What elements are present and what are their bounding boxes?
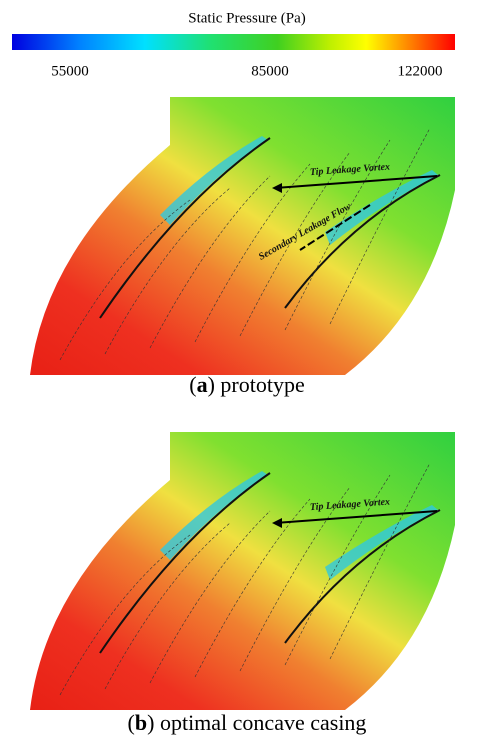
contour-line: [104, 187, 231, 355]
blade: [284, 509, 441, 644]
contour-line: [329, 462, 431, 660]
arrow-head: [272, 518, 282, 528]
blade: [99, 472, 271, 654]
arrow-head: [272, 183, 282, 193]
colorbar-title: Static Pressure (Pa): [188, 10, 305, 26]
colorbar-tick-label: 55000: [51, 63, 89, 79]
contour-panel: Tip Leakage Vortex(b) optimal concave ca…: [30, 432, 455, 735]
domain: [30, 97, 455, 375]
colorbar: [12, 34, 455, 50]
blade: [284, 174, 441, 309]
caption-part: (: [128, 710, 135, 735]
contour-line: [194, 163, 311, 343]
caption-part: (: [189, 372, 196, 397]
arrow: [274, 175, 438, 189]
domain: [30, 432, 455, 710]
caption-part: a: [197, 372, 208, 397]
low-pressure-region: [325, 170, 438, 245]
contour-line: [104, 522, 231, 690]
contour-line: [239, 151, 351, 337]
caption: (b) optimal concave casing: [128, 710, 367, 735]
contour-line: [239, 486, 351, 672]
low-pressure-region: [325, 505, 438, 580]
colorbar-ticks: 55000 85000 122000: [51, 63, 442, 79]
contour-line: [194, 498, 311, 678]
caption-part: ) optimal concave casing: [147, 710, 366, 735]
contour-line: [59, 199, 191, 361]
contour-line: [149, 175, 271, 349]
blade: [99, 137, 271, 319]
caption-part: b: [135, 710, 147, 735]
arrow: [274, 510, 438, 524]
low-pressure-region: [160, 136, 268, 225]
low-pressure-region: [160, 471, 268, 560]
colorbar-tick-label: 122000: [398, 63, 443, 79]
contour-line: [329, 127, 431, 325]
caption: (a) prototype: [189, 372, 304, 397]
contour-line: [284, 474, 391, 666]
caption-part: ) prototype: [208, 372, 305, 397]
contour-line: [59, 534, 191, 696]
colorbar-tick-label: 85000: [251, 63, 289, 79]
arrow: [299, 204, 371, 251]
contour-line: [149, 510, 271, 684]
